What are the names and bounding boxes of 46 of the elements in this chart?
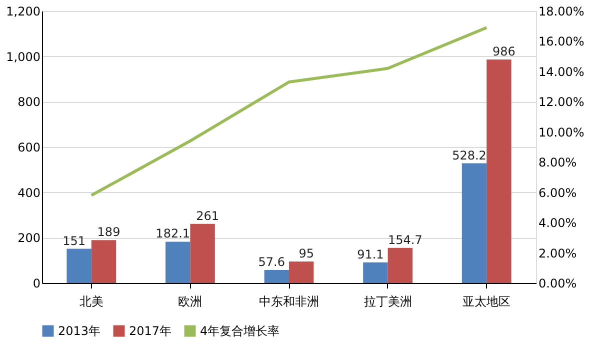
x-tick-label: 亚太地区: [462, 294, 511, 308]
data-label: 182.1: [156, 226, 190, 241]
legend-label: 2013年: [58, 324, 101, 338]
data-label: 189: [97, 225, 120, 240]
bar: [91, 240, 116, 283]
y2-tick-label: 6.00%: [538, 186, 577, 200]
bar: [264, 270, 289, 283]
legend-label: 2017年: [129, 324, 172, 338]
data-label: 151: [62, 234, 86, 248]
bar: [462, 163, 487, 283]
data-label: 261: [196, 208, 220, 223]
x-tick-label: 拉丁美洲: [364, 294, 412, 308]
y-tick-label: 1,200: [6, 4, 40, 18]
y2-tick-label: 18.00%: [538, 4, 584, 18]
bar: [190, 224, 215, 283]
y2-tick-label: 2.00%: [538, 246, 577, 260]
legend-label: 4年复合增长率: [200, 324, 280, 338]
y-tick-label: 400: [18, 186, 40, 200]
y2-tick-label: 4.00%: [538, 216, 577, 230]
x-tick-label: 北美: [79, 294, 104, 308]
y2-tick-label: 8.00%: [538, 156, 577, 170]
y2-tick-label: 0.00%: [538, 276, 577, 290]
y-tick-label: 1,000: [6, 50, 40, 64]
data-label: 91.1: [357, 247, 384, 262]
bar: [289, 261, 314, 283]
y2-tick-label: 12.00%: [538, 95, 584, 110]
data-label: 57.6: [258, 254, 286, 269]
bar: [166, 242, 190, 283]
data-label: 528.2: [452, 148, 486, 162]
data-label: 986: [492, 44, 516, 59]
bar: [388, 248, 412, 283]
y2-tick-label: 10.00%: [538, 125, 584, 140]
line-series: [90, 26, 488, 197]
x-tick-label: 欧洲: [178, 294, 202, 308]
y-tick-label: 0: [32, 276, 40, 290]
bar: [363, 262, 388, 283]
x-tick-label: 中东和非洲: [259, 294, 319, 308]
y2-tick-label: 16.00%: [538, 34, 584, 49]
data-label: 154.7: [388, 232, 422, 247]
y-tick-label: 600: [18, 140, 40, 154]
bar: [66, 248, 92, 283]
data-label: 95: [298, 246, 314, 260]
bar: [486, 60, 512, 283]
y2-tick-label: 14.00%: [538, 64, 584, 79]
y-tick-label: 800: [18, 95, 40, 110]
y-tick-label: 200: [18, 231, 40, 246]
